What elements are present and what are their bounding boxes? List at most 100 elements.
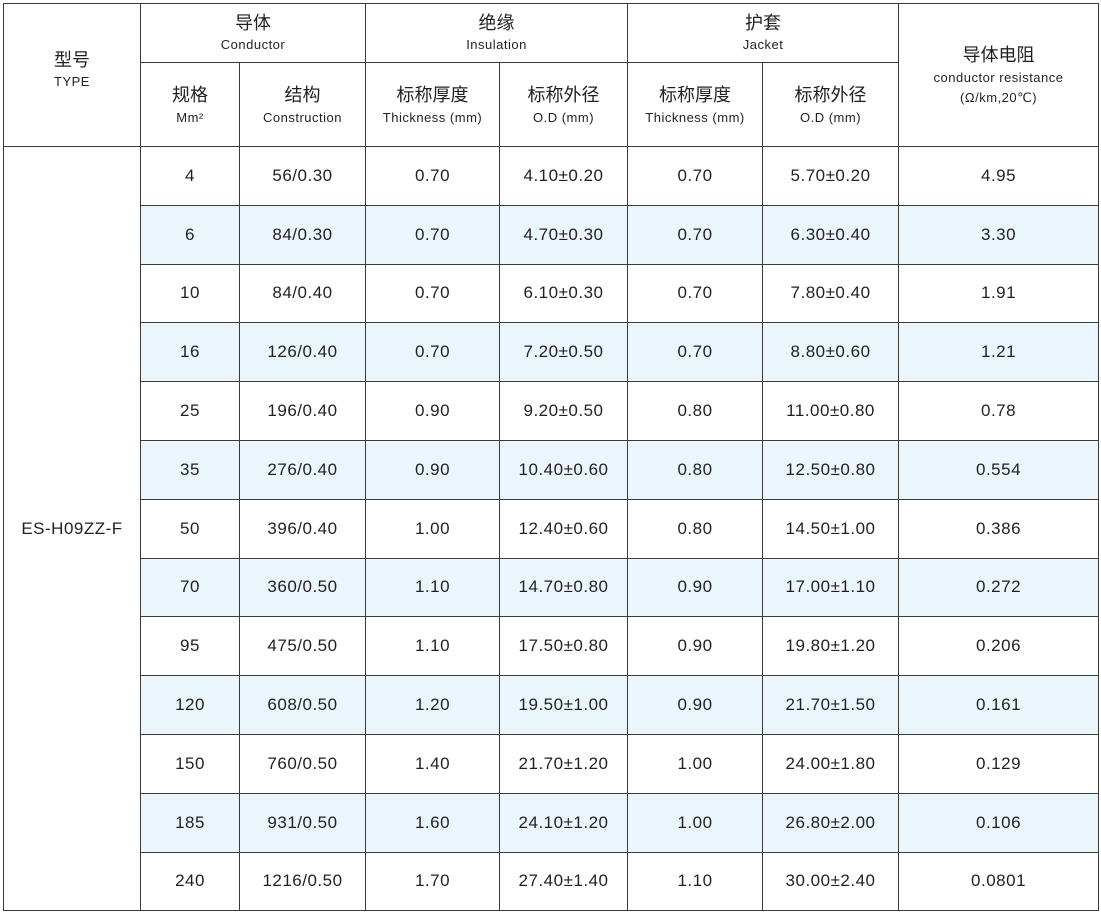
table-cell: 35 <box>140 439 240 500</box>
cable-spec-table: 型号 TYPE 导体 Conductor 绝缘 Insulation 护套 Ja… <box>3 3 1100 912</box>
table-cell: 17.50±0.80 <box>499 616 629 677</box>
table-cell: 0.80 <box>627 439 764 500</box>
table-cell: 6.30±0.40 <box>762 204 900 265</box>
header-ins-thickness-en: Thickness (mm) <box>382 109 483 125</box>
header-jac-od-cn: 标称外径 <box>794 84 867 105</box>
table-cell: 760/0.50 <box>238 733 367 794</box>
table-cell: 70 <box>140 557 240 618</box>
table-cell: 1.40 <box>365 733 501 794</box>
table-cell: 84/0.40 <box>238 263 367 324</box>
header-insulation-cn: 绝缘 <box>478 13 515 33</box>
header-size-en: Mm² <box>176 109 204 125</box>
header-type-en: TYPE <box>54 74 90 89</box>
table-row: 35 276/0.40 0.90 10.40±0.60 0.80 12.50±0.80 0.… <box>4 439 1100 500</box>
table-row: ES-H09ZZ-F 4 56/0.30 0.70 4.10±0.20 0.70 5.70±… <box>3 145 1100 912</box>
table-cell: 608/0.50 <box>238 675 367 735</box>
table-cell: 0.70 <box>627 322 764 383</box>
table-cell: 0.70 <box>365 322 501 383</box>
table-cell: 5.70±0.20 <box>762 146 900 206</box>
table-cell: 56/0.30 <box>238 146 367 206</box>
header-ins-od-cn: 标称外径 <box>527 84 600 105</box>
header-resistance-unit: (Ω/km,20℃) <box>960 90 1038 105</box>
table-cell: 1.10 <box>627 851 764 912</box>
table-row: 150 760/0.50 1.40 21.70±1.20 1.00 24.00±1.80 0… <box>4 733 1100 794</box>
header-insulation-en: Insulation <box>466 37 527 52</box>
table-cell: 19.50±1.00 <box>499 675 629 735</box>
header-size: 规格 Mm² <box>140 62 240 147</box>
header-jac-thickness: 标称厚度 Thickness (mm) <box>627 62 764 147</box>
header-ins-thickness-cn: 标称厚度 <box>396 84 469 105</box>
table-cell: 0.272 <box>898 557 1100 618</box>
table-cell: 126/0.40 <box>238 322 367 383</box>
table-cell: 0.70 <box>365 204 501 265</box>
table-cell: 4.95 <box>898 146 1100 206</box>
table-cell: 1.70 <box>365 851 501 912</box>
table-cell: 1216/0.50 <box>238 851 367 912</box>
table-cell: 19.80±1.20 <box>762 616 900 677</box>
table-cell: 240 <box>140 851 240 912</box>
table-cell: 25 <box>140 381 240 441</box>
table-cell: 95 <box>140 616 240 677</box>
header-ins-thickness: 标称厚度 Thickness (mm) <box>365 62 501 147</box>
header-size-cn: 规格 <box>172 84 208 105</box>
header-type-cn: 型号 <box>54 50 90 70</box>
table-row: 240 1216/0.50 1.70 27.40±1.40 1.10 30.00±2.40… <box>4 851 1100 912</box>
table-cell: 21.70±1.50 <box>762 675 900 735</box>
table-cell: 6 <box>140 204 240 265</box>
header-type: 型号 TYPE <box>3 3 141 147</box>
header-conductor-cn: 导体 <box>235 13 271 33</box>
table-cell: 0.90 <box>627 557 764 618</box>
table-cell: 276/0.40 <box>238 439 367 500</box>
table-cell: 0.70 <box>365 146 501 206</box>
type-value: ES-H09ZZ-F <box>3 145 141 912</box>
table-cell: 1.00 <box>627 733 764 794</box>
table-cell: 0.70 <box>627 204 764 265</box>
header-resistance-cn: 导体电阻 <box>962 45 1035 65</box>
table-cell: 1.00 <box>627 792 764 853</box>
table-row: 185 931/0.50 1.60 24.10±1.20 1.00 26.80±2.00 0… <box>4 792 1100 853</box>
table-cell: 8.80±0.60 <box>762 322 900 383</box>
table-cell: 9.20±0.50 <box>499 381 629 441</box>
table-row: 16 126/0.40 0.70 7.20±0.50 0.70 8.80±0.60 1.21 <box>4 322 1100 383</box>
table-cell: 14.70±0.80 <box>499 557 629 618</box>
table-cell: 475/0.50 <box>238 616 367 677</box>
table-row: 70 360/0.50 1.10 14.70±0.80 0.90 17.00±1.10 0.… <box>4 557 1100 618</box>
table-cell: 84/0.30 <box>238 204 367 265</box>
header-insulation: 绝缘 Insulation <box>365 3 629 63</box>
header-jacket-cn: 护套 <box>745 13 782 33</box>
header-resistance: 导体电阻 conductor resistance (Ω/km,20℃) <box>898 3 1100 147</box>
table-row: 6 84/0.30 0.70 4.70±0.30 0.70 6.30±0.40 3.30 <box>4 204 1100 265</box>
table-cell: 0.70 <box>627 146 764 206</box>
table-cell: 0.129 <box>898 733 1100 794</box>
table-cell: 0.90 <box>365 439 501 500</box>
table-cell: 1.10 <box>365 557 501 618</box>
table-cell: 24.00±1.80 <box>762 733 900 794</box>
table-cell: 196/0.40 <box>238 381 367 441</box>
header-jac-thickness-en: Thickness (mm) <box>645 109 745 125</box>
table-cell: 30.00±2.40 <box>762 851 900 912</box>
table-cell: 1.00 <box>365 498 501 559</box>
table-cell: 27.40±1.40 <box>499 851 629 912</box>
table-cell: 4.10±0.20 <box>499 146 629 206</box>
header-jacket-en: Jacket <box>742 37 784 52</box>
header-ins-od-en: O.D (mm) <box>532 109 595 125</box>
table-cell: 0.106 <box>898 792 1100 853</box>
header-ins-od: 标称外径 O.D (mm) <box>499 62 629 147</box>
table-row: 120 608/0.50 1.20 19.50±1.00 0.90 21.70±1.50 0… <box>4 675 1100 735</box>
header-jac-od-en: O.D (mm) <box>800 109 862 125</box>
table-cell: 10.40±0.60 <box>499 439 629 500</box>
table-cell: 0.70 <box>627 263 764 324</box>
header-jacket: 护套 Jacket <box>627 3 900 63</box>
table-row: 25 196/0.40 0.90 9.20±0.50 0.80 11.00±0.80 0.7… <box>4 381 1100 441</box>
table-cell: 7.80±0.40 <box>762 263 900 324</box>
table-cell: 0.0801 <box>898 851 1100 912</box>
table-cell: 1.91 <box>898 263 1100 324</box>
table-cell: 1.21 <box>898 322 1100 383</box>
table-cell: 1.10 <box>365 616 501 677</box>
table-cell: 16 <box>140 322 240 383</box>
table-cell: 0.80 <box>627 498 764 559</box>
header-jac-od: 标称外径 O.D (mm) <box>762 62 900 147</box>
table-cell: 11.00±0.80 <box>762 381 900 441</box>
header-conductor-en: Conductor <box>220 37 286 52</box>
table-cell: 185 <box>140 792 240 853</box>
